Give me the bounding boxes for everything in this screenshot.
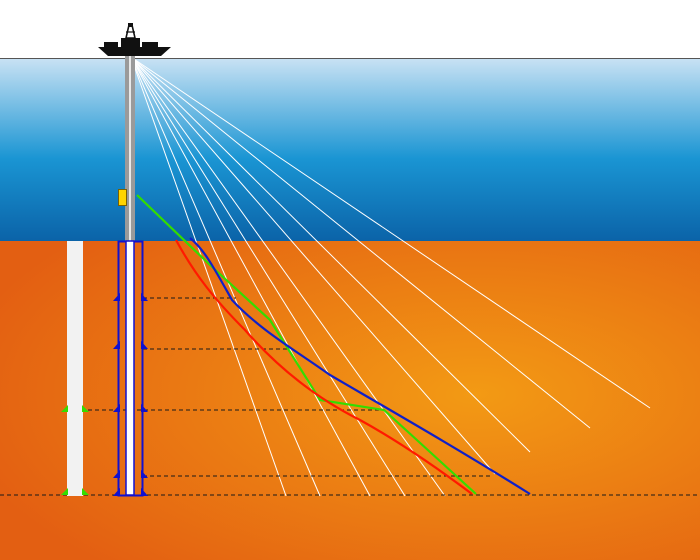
receiver-marker <box>141 470 148 478</box>
drilling-rig-icon <box>98 23 171 56</box>
ray-line <box>130 56 287 497</box>
ray-line <box>130 56 496 475</box>
depth-level-lines <box>0 297 700 496</box>
seismic-source-icon <box>118 189 127 206</box>
ray-line <box>130 56 651 409</box>
sea-layer <box>0 58 700 241</box>
offset-well-marker <box>82 488 89 495</box>
ray-line <box>130 56 446 497</box>
receiver-marker <box>113 341 120 349</box>
receiver-marker <box>141 341 148 349</box>
riser-core <box>129 56 131 242</box>
red-ray-path <box>175 239 473 495</box>
ray-fan <box>130 56 651 497</box>
receiver-marker <box>113 293 120 301</box>
offset-well-marker <box>82 405 89 412</box>
receiver-marker <box>141 404 148 412</box>
subsurface-layer <box>0 241 700 560</box>
offset-well-casing <box>61 241 89 496</box>
ray-paths <box>136 194 531 495</box>
receiver-marker <box>113 488 120 496</box>
offset-well-marker <box>61 488 68 495</box>
ray-line <box>130 56 531 453</box>
main-well-casing <box>113 56 148 497</box>
receiver-marker <box>141 488 148 496</box>
receiver-marker <box>113 404 120 412</box>
ray-line <box>130 56 406 497</box>
ray-line <box>130 56 321 497</box>
wellbore-tubing <box>125 240 135 496</box>
receiver-marker <box>113 470 120 478</box>
green-ray-path <box>136 194 477 495</box>
ray-line <box>130 56 371 497</box>
receiver-markers <box>113 293 148 496</box>
offset-well-markers <box>61 405 89 495</box>
offset-well-marker <box>61 405 68 412</box>
receiver-marker <box>141 293 148 301</box>
blue-ray-path <box>189 237 531 495</box>
ray-line <box>130 56 591 429</box>
offset-well-body <box>67 241 83 496</box>
